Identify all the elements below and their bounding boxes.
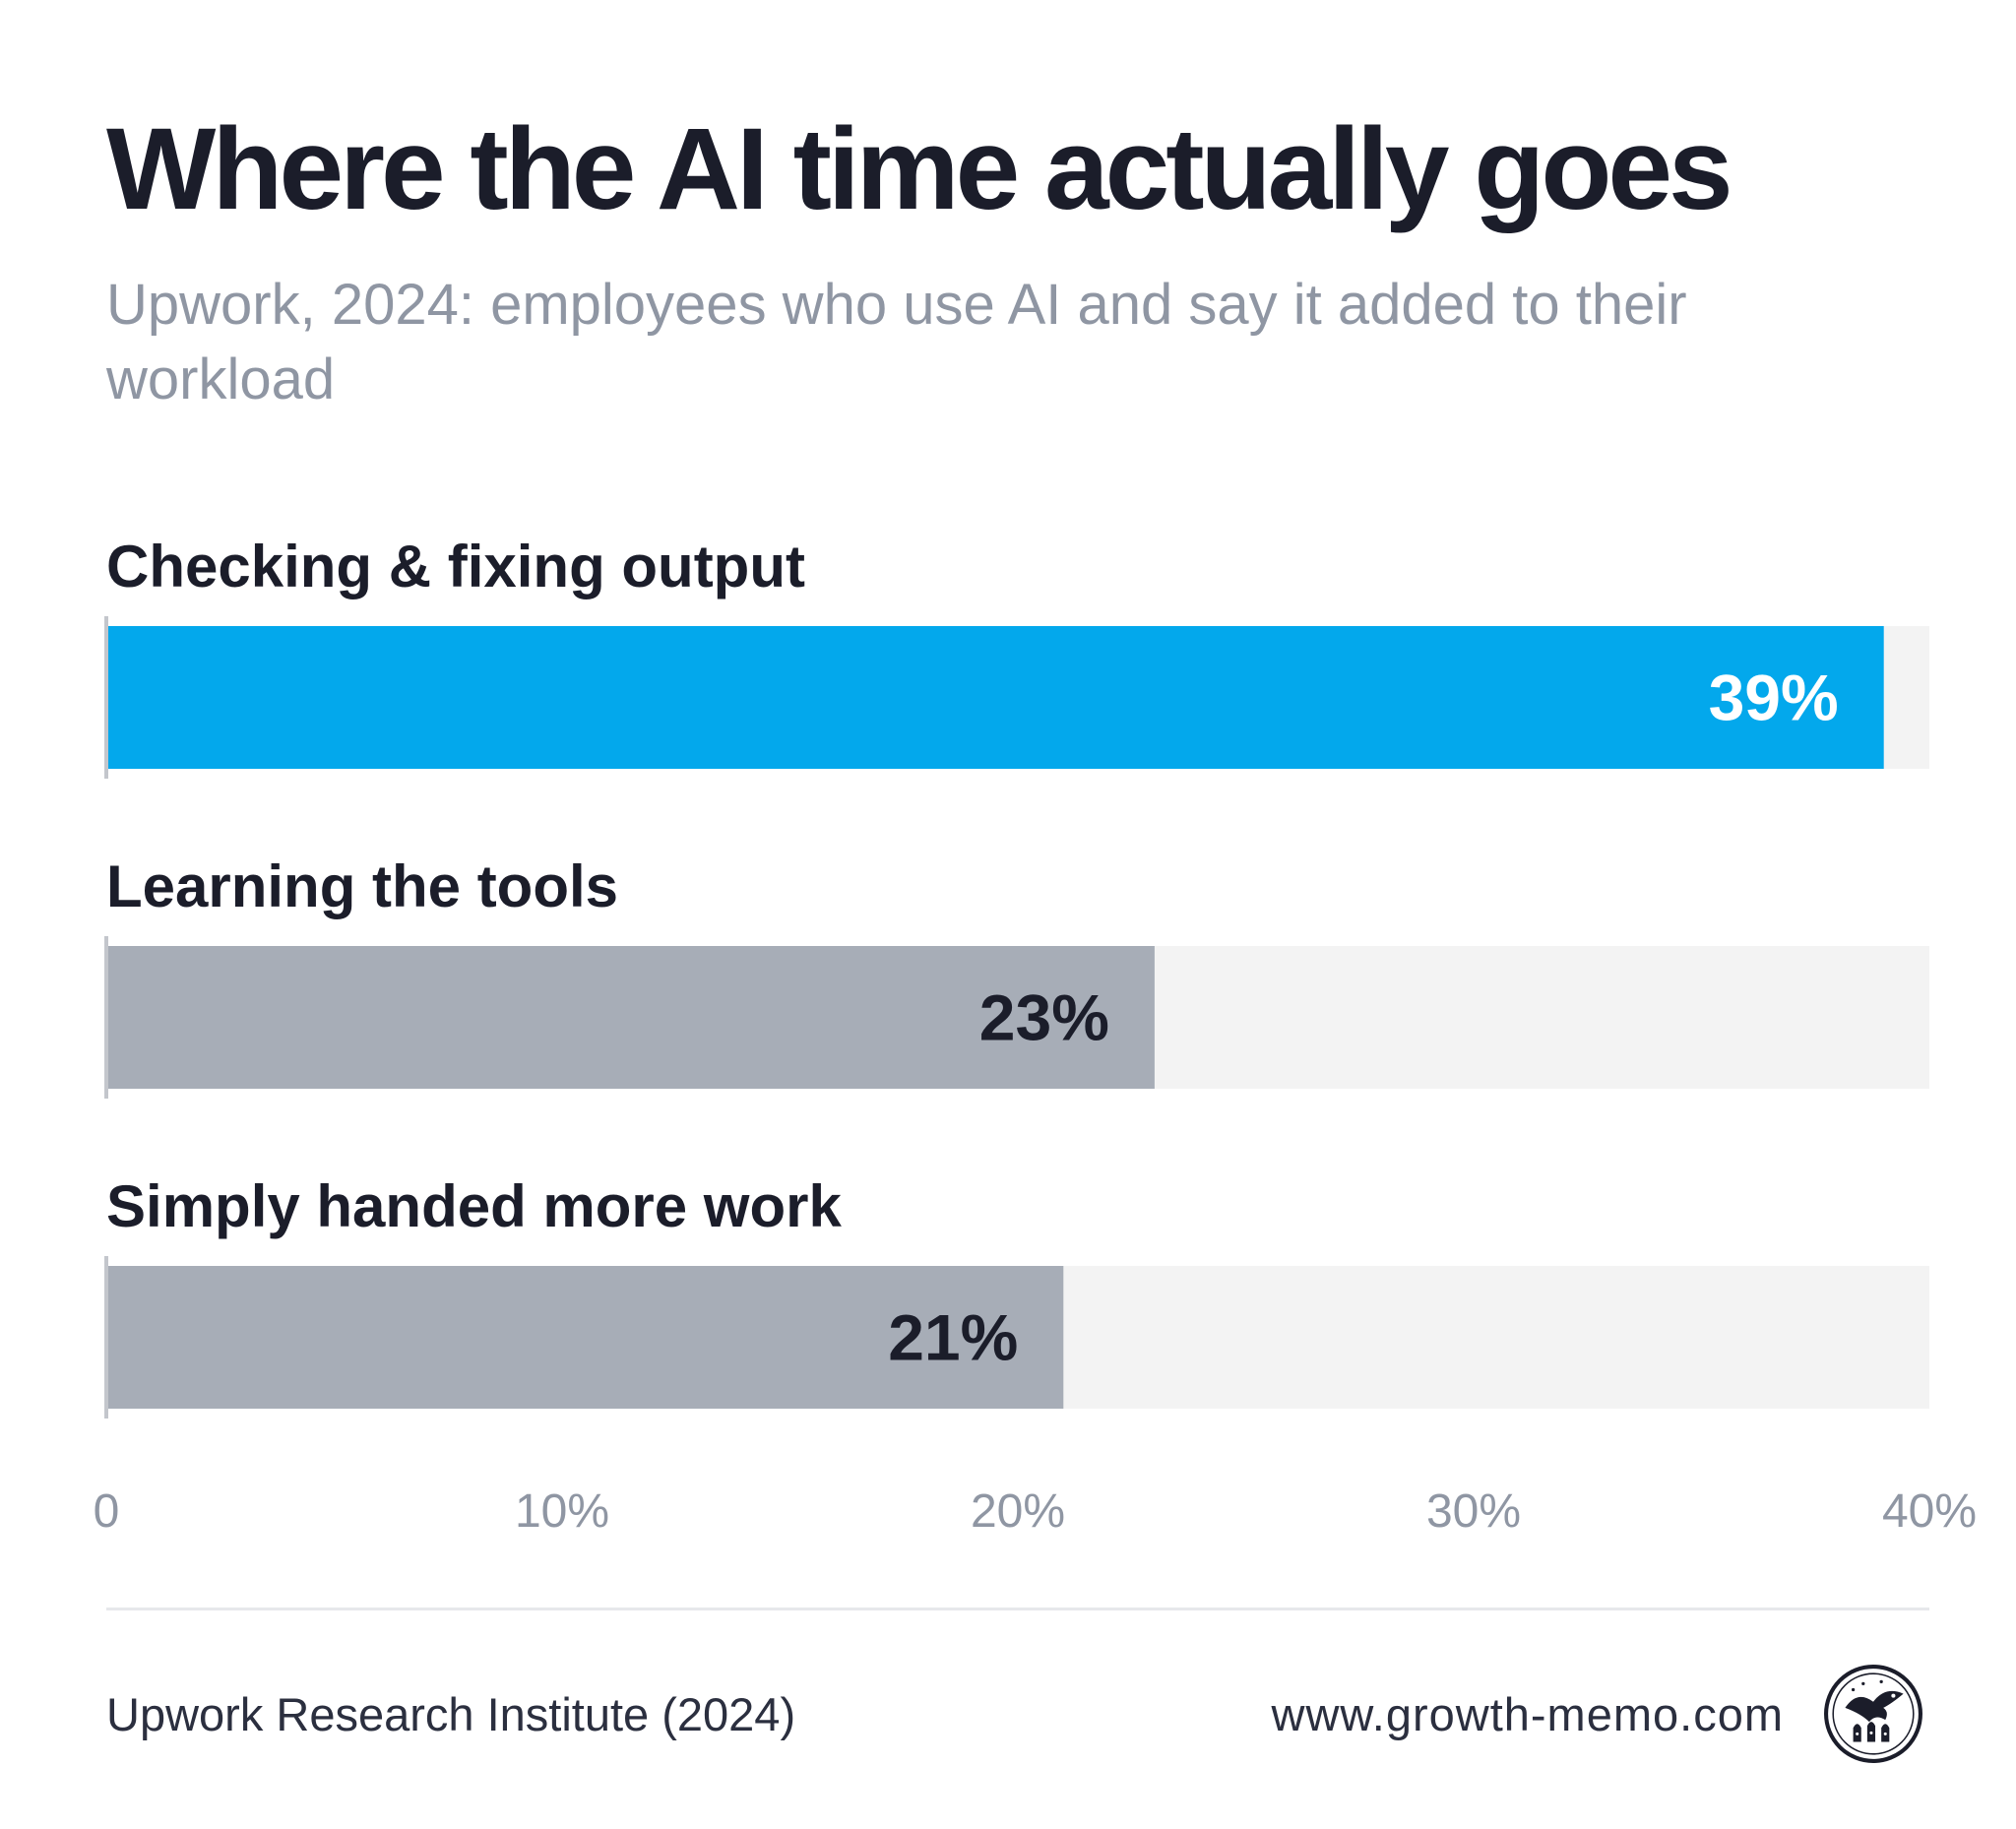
chart-subtitle: Upwork, 2024: employees who use AI and s… [106,273,1687,411]
bar-value-label-2: 23% [979,981,1109,1054]
bars-layer: Checking & fixing output 39% Learning the … [104,534,1929,1419]
website-link[interactable]: www.growth-memo.com [1271,1688,1784,1740]
x-tick-label-5: 40% [1882,1485,1977,1538]
bar-baseline-1 [104,616,108,779]
bar-baseline-3 [104,1256,108,1419]
bar-value-label-1: 39% [1709,662,1839,734]
bar-3 [106,1266,1064,1409]
bar-chart: Checking & fixing output 39% Learning the … [94,534,1977,1538]
footer-divider [106,1608,1929,1610]
bar-category-label-3: Simply handed more work [106,1173,842,1239]
x-tick-label-1: 0 [94,1485,120,1538]
x-axis: 0 10% 20% 30% 40% [94,1485,1977,1538]
bird-emblem-icon [1824,1665,1922,1763]
bar-value-label-3: 21% [888,1301,1018,1374]
x-tick-label-2: 10% [515,1485,609,1538]
chart-title: Where the AI time actually goes [106,104,1733,234]
x-tick-label-4: 30% [1426,1485,1521,1538]
bar-baseline-2 [104,936,108,1099]
bar-2 [106,946,1155,1089]
source-note: Upwork Research Institute (2024) [106,1688,796,1740]
bar-category-label-1: Checking & fixing output [106,534,805,599]
bar-1 [106,626,1884,769]
x-tick-label-3: 20% [971,1485,1065,1538]
bar-category-label-2: Learning the tools [106,853,618,919]
